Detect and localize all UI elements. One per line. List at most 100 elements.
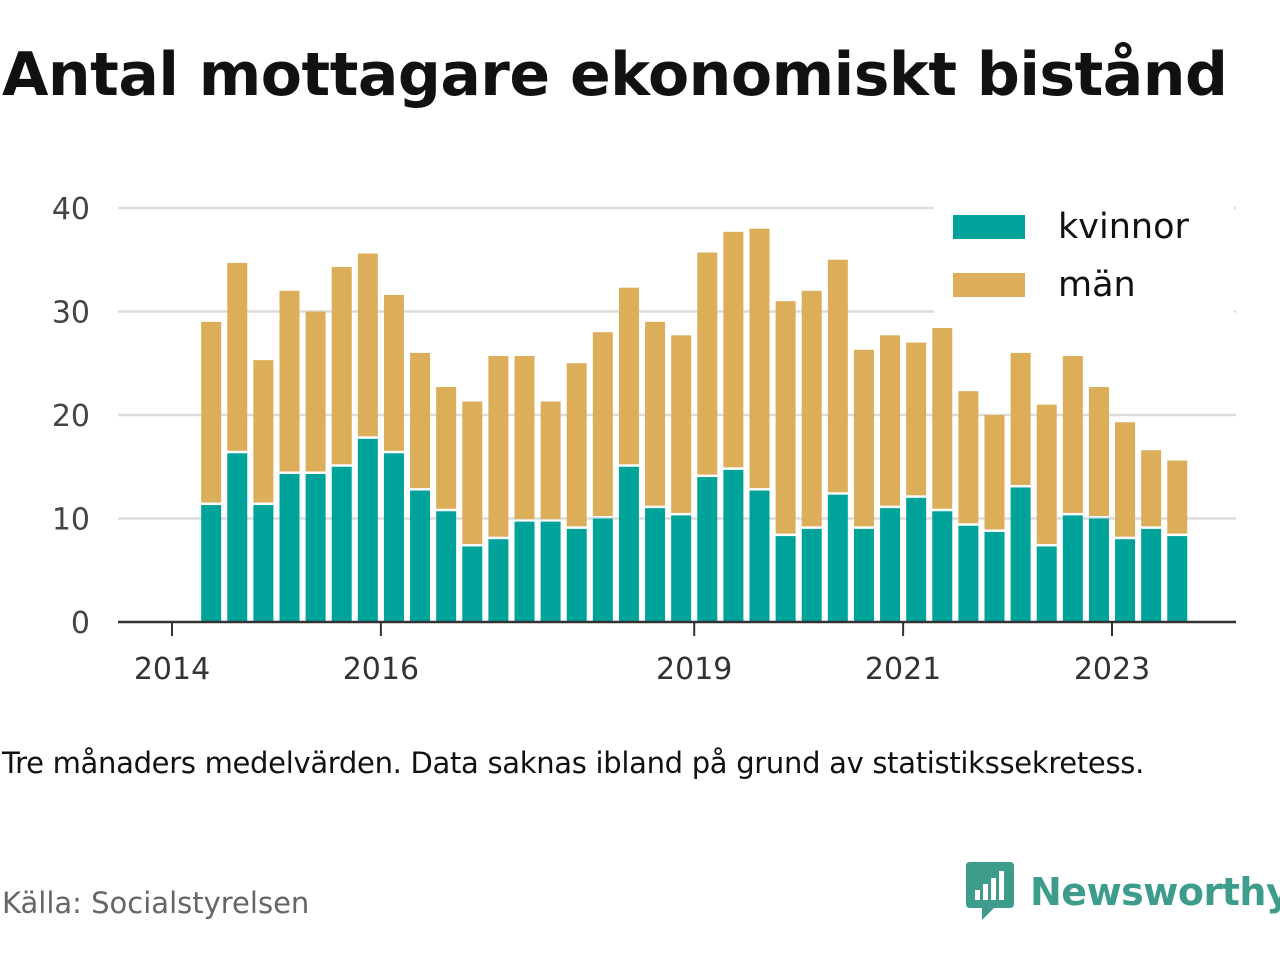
x-tick-label: 2016	[343, 652, 419, 687]
bar-man	[253, 360, 274, 503]
bar-kvinnor	[1062, 515, 1083, 622]
bar-kvinnor	[540, 521, 561, 622]
bar-kvinnor	[1010, 487, 1031, 622]
bar-kvinnor	[592, 518, 613, 622]
bar-kvinnor	[488, 539, 509, 622]
bar-kvinnor	[1036, 546, 1057, 622]
bar-man	[1115, 422, 1136, 537]
bar-man	[1167, 460, 1188, 534]
y-tick-label: 30	[52, 296, 90, 331]
bar-kvinnor	[357, 438, 378, 622]
bar-man	[984, 415, 1005, 530]
bar-kvinnor	[775, 536, 796, 622]
bar-man	[331, 266, 352, 465]
bar-kvinnor	[853, 528, 874, 622]
bar-man	[618, 287, 639, 465]
bar-kvinnor	[906, 497, 927, 622]
bar-man	[201, 321, 222, 503]
bar-kvinnor	[227, 453, 248, 622]
legend-label: män	[1058, 265, 1136, 305]
bar-kvinnor	[410, 490, 431, 622]
y-tick-label: 0	[71, 606, 90, 641]
bar-kvinnor	[436, 511, 457, 622]
bar-man	[305, 311, 326, 472]
legend-swatch	[953, 215, 1025, 239]
bar-kvinnor	[880, 508, 901, 622]
bars	[201, 228, 1188, 622]
bar-man	[671, 335, 692, 513]
bar-man	[566, 363, 587, 527]
bar-kvinnor	[201, 505, 222, 622]
stacked-bar-chart: 0 10 20 30 40 2014 2016 2019 2021 2023 kvinnor män	[52, 192, 1236, 687]
y-tick-label: 40	[52, 192, 90, 227]
source-label: Källa: Socialstyrelsen	[2, 886, 310, 920]
bar-man	[1036, 404, 1057, 544]
bar-man	[932, 328, 953, 509]
bar-kvinnor	[984, 531, 1005, 622]
bar-kvinnor	[671, 515, 692, 622]
bar-kvinnor	[827, 494, 848, 622]
bar-man	[1088, 387, 1109, 516]
bar-kvinnor	[1167, 536, 1188, 622]
legend-label: kvinnor	[1058, 207, 1189, 247]
x-tick-label: 2021	[865, 652, 941, 687]
bar-kvinnor	[253, 505, 274, 622]
bar-kvinnor	[1115, 539, 1136, 622]
bar-man	[697, 252, 718, 475]
bar-man	[645, 321, 666, 506]
bar-man	[723, 231, 744, 468]
legend: kvinnor män	[934, 204, 1234, 316]
bar-man	[1141, 450, 1162, 527]
chart-note: Tre månaders medelvärden. Data saknas ib…	[2, 746, 1144, 780]
brand-name: Newsworthy	[1030, 870, 1280, 914]
x-tick-label: 2014	[134, 652, 210, 687]
bar-kvinnor	[305, 473, 326, 622]
x-tick-label: 2023	[1074, 652, 1150, 687]
bar-kvinnor	[566, 528, 587, 622]
bar-man	[592, 332, 613, 516]
bar-kvinnor	[723, 469, 744, 622]
bar-man	[357, 253, 378, 437]
bar-man	[749, 228, 770, 489]
bar-man	[488, 356, 509, 537]
bar-kvinnor	[331, 466, 352, 622]
bar-man	[1062, 356, 1083, 513]
bar-kvinnor	[1141, 528, 1162, 622]
newsworthy-logo-icon	[966, 862, 1014, 920]
bar-man	[958, 391, 979, 524]
bar-man	[540, 401, 561, 520]
bar-man	[906, 342, 927, 496]
bar-man	[801, 290, 822, 527]
bar-man	[775, 301, 796, 534]
bar-kvinnor	[383, 453, 404, 622]
bar-man	[436, 387, 457, 509]
bar-kvinnor	[462, 546, 483, 622]
y-tick-label: 10	[52, 503, 90, 538]
legend-swatch	[953, 273, 1025, 297]
bar-kvinnor	[514, 521, 535, 622]
bar-kvinnor	[697, 477, 718, 622]
bar-kvinnor	[645, 508, 666, 622]
bar-kvinnor	[958, 525, 979, 622]
axes: 0 10 20 30 40 2014 2016 2019 2021 2023	[52, 192, 1236, 687]
bar-man	[514, 356, 535, 520]
bar-kvinnor	[618, 466, 639, 622]
y-tick-label: 20	[52, 399, 90, 434]
bar-man	[853, 349, 874, 527]
bar-man	[227, 262, 248, 451]
brand-logo[interactable]: Newsworthy	[964, 862, 1280, 922]
bar-man	[383, 294, 404, 451]
bar-kvinnor	[801, 528, 822, 622]
x-tick-label: 2019	[656, 652, 732, 687]
bar-kvinnor	[279, 473, 300, 622]
bar-man	[279, 290, 300, 472]
bar-man	[462, 401, 483, 544]
chart-title: Antal mottagare ekonomiskt bistånd	[2, 40, 1228, 110]
bar-kvinnor	[932, 511, 953, 622]
bar-man	[1010, 352, 1031, 485]
bar-man	[880, 335, 901, 506]
bar-man	[410, 352, 431, 489]
bar-kvinnor	[749, 490, 770, 622]
bar-kvinnor	[1088, 518, 1109, 622]
bar-man	[827, 259, 848, 493]
